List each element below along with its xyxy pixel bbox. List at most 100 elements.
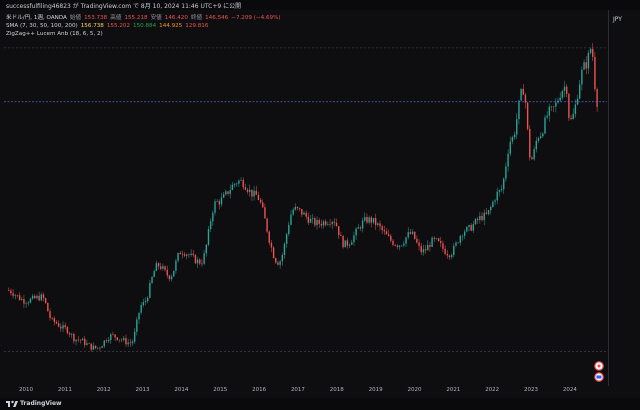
candle-body	[316, 219, 318, 226]
candle-body	[505, 166, 507, 179]
candle-body	[481, 215, 483, 221]
candle-body	[166, 269, 168, 276]
candle-body	[594, 56, 596, 90]
candle-body	[257, 194, 260, 200]
candle-body	[75, 339, 77, 342]
candle-body	[203, 253, 205, 264]
candle-body	[160, 266, 162, 269]
candle-body	[212, 212, 214, 222]
candle-body	[524, 94, 527, 103]
price-axis[interactable]	[608, 10, 640, 386]
candle-body	[272, 247, 275, 259]
candle-body	[342, 235, 344, 248]
candle-body	[340, 235, 342, 236]
candle-body	[466, 227, 468, 232]
candle-body	[179, 252, 181, 255]
time-tick-label: 2015	[213, 387, 227, 393]
sma-label[interactable]: SMA (7, 30, 50, 100, 200)	[6, 23, 78, 30]
candle-body	[90, 343, 92, 350]
candle-body	[21, 299, 23, 300]
candle-body	[531, 157, 533, 160]
candle-body	[379, 223, 381, 227]
candle-body	[192, 253, 194, 256]
candle-body	[196, 259, 199, 264]
candle-body	[305, 212, 307, 217]
candle-body	[509, 141, 511, 154]
candle-body	[550, 106, 553, 108]
tradingview-logo-icon	[6, 400, 18, 407]
bound-lines	[4, 47, 607, 352]
candle-body	[25, 303, 27, 304]
candle-body	[168, 275, 171, 280]
candle-body	[353, 235, 355, 243]
candle-body	[568, 93, 570, 119]
candle-body	[520, 89, 522, 101]
high-label: 高値	[110, 15, 122, 21]
candle-body	[216, 201, 218, 202]
candle-body	[576, 98, 579, 105]
candle-body	[318, 219, 320, 224]
candle-body	[320, 223, 323, 226]
candle-body	[592, 48, 594, 57]
candle-body	[240, 179, 242, 181]
candle-body	[396, 245, 399, 247]
time-tick-label: 2014	[174, 387, 188, 393]
candle-body	[429, 245, 431, 247]
candle-body	[142, 302, 145, 306]
candle-body	[414, 231, 416, 239]
legend: 米ドル/円, 1週, OANDA 始値 153.738 高値 155.218 安値 1…	[6, 14, 281, 39]
candle-body	[537, 138, 540, 141]
candle-body	[34, 295, 36, 299]
candle-body	[120, 339, 123, 341]
time-tick-label: 2021	[446, 387, 460, 393]
candle-body	[492, 201, 494, 207]
candle-body	[368, 217, 370, 223]
candle-body	[110, 334, 112, 341]
candle-body	[364, 216, 366, 221]
candle-body	[333, 221, 336, 223]
candle-body	[220, 197, 223, 205]
candle-body	[346, 240, 349, 246]
candle-body	[62, 325, 64, 329]
candle-body	[450, 255, 453, 258]
candle-body	[281, 254, 283, 262]
symbol-name[interactable]: 米ドル/円, 1週, OANDA	[6, 15, 67, 21]
candle-body	[394, 245, 396, 246]
candle-body	[73, 333, 75, 342]
candle-body	[526, 102, 529, 129]
candle-body	[183, 254, 186, 256]
low-label: 安値	[150, 15, 162, 21]
candle-body	[149, 283, 151, 298]
candle-body	[103, 340, 105, 347]
candle-body	[303, 212, 305, 215]
candle-body	[77, 339, 79, 341]
time-tick-label: 2018	[330, 387, 344, 393]
candle-body	[181, 254, 184, 255]
candle-body	[500, 189, 503, 191]
time-tick-label: 2011	[58, 387, 72, 393]
candle-body	[424, 249, 427, 251]
candle-body	[585, 62, 587, 69]
candle-body	[563, 86, 566, 91]
candle-body	[227, 191, 229, 194]
candle-body	[359, 227, 362, 229]
candle-body	[559, 97, 561, 101]
candle-body	[539, 136, 542, 139]
candle-body	[236, 183, 238, 185]
tradingview-logo[interactable]: TradingView	[6, 400, 62, 407]
zigzag-label[interactable]: ZigZag++ Lucem Anb (18, 6, 5, 2)	[6, 31, 103, 38]
candle-body	[555, 102, 557, 107]
candle-body	[381, 226, 383, 231]
time-tick-label: 2017	[291, 387, 305, 393]
candle-body	[249, 189, 251, 192]
candle-body	[107, 340, 110, 342]
candle-body	[10, 290, 12, 294]
candle-body	[522, 89, 524, 95]
time-tick-label: 2016	[252, 387, 266, 393]
candle-body	[587, 52, 590, 69]
candle-body	[279, 261, 281, 265]
candle-body	[366, 216, 368, 223]
candle-body	[270, 242, 273, 248]
candle-body	[344, 240, 346, 248]
